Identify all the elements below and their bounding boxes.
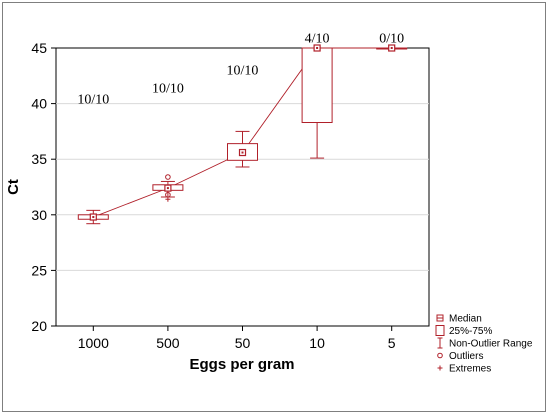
x-axis-ticks: 1000 500 50 10 5 — [78, 326, 396, 351]
y-tick-label: 20 — [31, 318, 47, 334]
median-marker-dot — [316, 47, 319, 49]
legend-label: Non-Outlier Range — [449, 339, 533, 350]
box-10 — [301, 44, 333, 159]
x-tick-label: 50 — [235, 335, 251, 351]
legend-box-icon — [435, 325, 445, 336]
x-tick-label: 1000 — [78, 335, 109, 351]
legend-symbol — [436, 314, 444, 322]
y-axis-title: Ct — [5, 179, 22, 195]
median-marker-dot — [241, 151, 244, 154]
y-axis-ticks: 20 25 30 35 40 45 — [31, 40, 56, 334]
detection-annotation: 10/10 — [152, 81, 184, 96]
detection-annotation: 10/10 — [77, 93, 109, 108]
legend-label: Extremes — [449, 364, 491, 375]
annotations: 10/10 10/10 10/10 4/10 0/10 — [77, 31, 404, 107]
outlier-point — [165, 174, 171, 180]
detection-annotation: 0/10 — [379, 31, 404, 46]
box-50 — [227, 130, 258, 168]
y-tick-label: 30 — [31, 207, 47, 223]
legend-label: 25%-75% — [449, 326, 492, 337]
box-1000 — [77, 209, 109, 225]
legend-symbol — [435, 325, 445, 336]
y-tick-label: 40 — [31, 96, 47, 112]
detection-annotation: 10/10 — [227, 64, 259, 79]
detection-annotation: 4/10 — [305, 31, 330, 46]
iqr-box — [301, 47, 333, 124]
box-500 — [152, 174, 184, 202]
x-tick-label: 10 — [309, 335, 325, 351]
median-marker-dot — [92, 216, 95, 219]
legend-symbol — [437, 352, 443, 359]
plot-area — [55, 47, 430, 327]
legend-label: Outliers — [449, 351, 483, 362]
box-series — [77, 44, 408, 225]
x-axis-title: Eggs per gram — [189, 356, 294, 373]
y-tick-label: 25 — [31, 262, 47, 278]
x-tick-label: 500 — [156, 335, 180, 351]
x-tick-label: 5 — [388, 335, 396, 351]
median-marker-dot — [390, 47, 393, 49]
box-5 — [376, 44, 408, 52]
median-marker-dot — [166, 187, 169, 190]
y-tick-label: 35 — [31, 151, 47, 167]
legend-symbol — [437, 365, 443, 371]
legend-outlier-icon — [437, 352, 443, 359]
legend-symbol — [437, 337, 443, 349]
y-tick-label: 45 — [31, 40, 47, 56]
legend-label: Median — [449, 314, 482, 325]
